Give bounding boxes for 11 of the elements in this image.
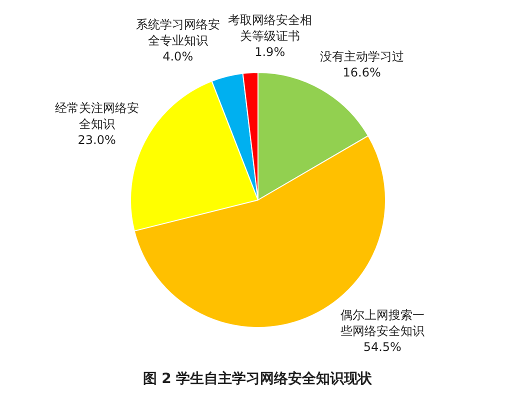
data-label: 1.9% — [254, 44, 286, 59]
slice-label: 偶尔上网搜索一些网络安全知识 — [340, 308, 424, 338]
slice-label: 没有主动学习过 — [320, 49, 404, 64]
slice-label: 经常关注网络安全知识 — [54, 100, 139, 131]
data-label: 54.5% — [363, 340, 402, 354]
data-label: 4.0% — [162, 50, 194, 64]
text: 图 2 学生自主学习网络安全知识现状 — [142, 370, 374, 388]
slice-label: 系统学习网络安全专业知识 — [136, 18, 220, 48]
data-label: 16.6% — [342, 65, 381, 80]
data-label: 23.0% — [78, 132, 116, 147]
slice-label: 考取网络安全相关等级证书 — [228, 12, 312, 43]
